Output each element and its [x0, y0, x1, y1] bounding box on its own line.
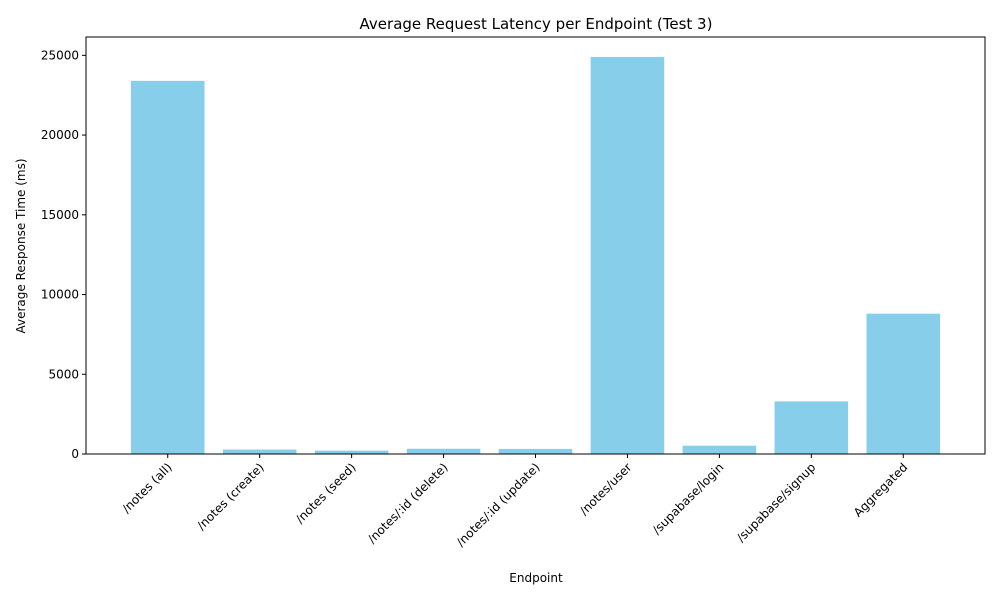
bar: [130, 80, 205, 454]
y-tick-label: 5000: [48, 367, 79, 381]
plot-frame: [85, 36, 986, 455]
x-tick-label: /notes (all): [119, 460, 175, 516]
bar: [314, 450, 389, 454]
y-tick-label: 0: [71, 447, 79, 461]
bar: [406, 448, 481, 454]
bars-group: [130, 56, 941, 455]
x-tick-label: /notes (seed): [293, 460, 359, 526]
y-tick-label: 20000: [41, 128, 79, 142]
x-tick-label: /notes/:id (update): [454, 460, 543, 549]
bar: [498, 448, 573, 454]
x-tick-label: Aggregated: [851, 460, 911, 520]
y-axis-ticks: 0 5000 10000 15000 20000 25000: [41, 48, 86, 461]
bar: [222, 449, 297, 454]
bar: [590, 56, 665, 455]
x-tick-label: /supabase/signup: [734, 460, 819, 545]
x-tick-label: /notes/:id (delete): [365, 460, 451, 546]
x-tick-label: /supabase/login: [650, 460, 727, 537]
y-tick-label: 15000: [41, 208, 79, 222]
bar: [866, 313, 941, 454]
x-axis-label: Endpoint: [509, 571, 563, 585]
bar: [774, 401, 849, 454]
bar: [682, 445, 757, 454]
x-tick-label: /notes/user: [577, 460, 635, 518]
y-tick-label: 25000: [41, 48, 79, 62]
y-tick-label: 10000: [41, 288, 79, 302]
chart-title: Average Request Latency per Endpoint (Te…: [360, 15, 713, 33]
x-axis-ticks: /notes (all) /notes (create) /notes (seed)…: [119, 454, 910, 549]
x-tick-label: /notes (create): [194, 460, 267, 533]
y-axis-label: Average Response Time (ms): [14, 158, 28, 333]
